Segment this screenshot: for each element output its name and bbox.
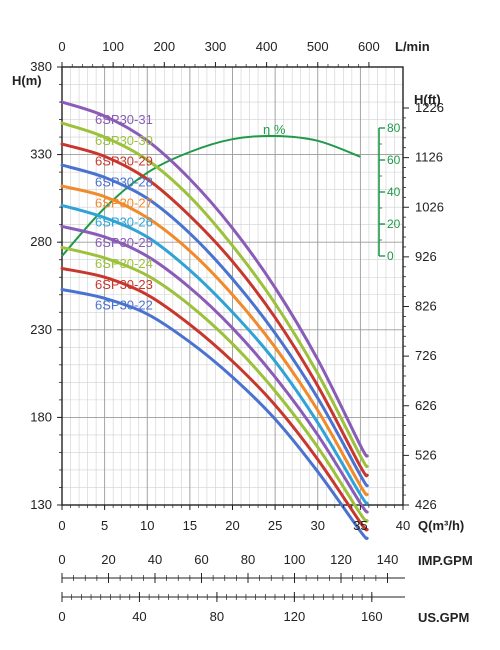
series-label: 6SP30-23 [95,277,153,292]
right-tick-label: 426 [415,497,437,512]
top-tick-label: 100 [102,39,124,54]
x-tick-label: 10 [140,518,154,533]
efficiency-axis: 0 20 40 60 80 [378,121,401,263]
axis-tick-label: 40 [132,609,146,624]
efficiency-tick-label: 20 [387,217,401,231]
axis-tick-label: 0 [58,552,65,567]
series-label: 6SP30-25 [95,235,153,250]
x-tick-label: 25 [268,518,282,533]
head-curve [60,288,369,541]
right-tick-label: 1226 [415,100,444,115]
y-tick-label: 130 [30,497,52,512]
head-curve [60,142,369,478]
series-label: 6SP30-29 [95,154,153,169]
axis-tick-label: 120 [284,609,306,624]
right-tick-label: 726 [415,348,437,363]
y-axis-label: H(m) [12,73,42,88]
right-axis-ticks: 426 526 626 726 826 926 1026 1126 1226 [403,100,444,512]
top-axis-label: L/min [395,39,430,54]
right-tick-label: 1026 [415,199,444,214]
x-tick-label: 30 [311,518,325,533]
efficiency-label: η % [263,122,286,137]
head-curve [60,224,369,514]
top-tick-label: 300 [205,39,227,54]
top-tick-label: 0 [58,39,65,54]
head-curve [60,203,369,505]
imp-gpm-label: IMP.GPM [418,553,473,568]
top-tick-label: 400 [256,39,278,54]
series-labels: 6SP30-31 6SP30-30 6SP30-29 6SP30-28 6SP30-27… [95,112,153,313]
top-axis-ticks: 0 100 200 300 400 500 600 [58,39,380,67]
x-tick-label: 40 [396,518,410,533]
axis-tick-label: 100 [284,552,306,567]
x-tick-label: 15 [183,518,197,533]
right-tick-label: 1126 [415,150,443,165]
y-tick-label: 330 [30,147,52,162]
head-curve [60,184,369,497]
x-axis-ticks: 0 5 10 15 20 25 30 35 40 [58,505,410,533]
head-curve [60,121,369,468]
series-label: 6SP30-24 [95,256,153,271]
x-tick-label: 5 [101,518,108,533]
us-gpm-label: US.GPM [418,610,469,625]
series-label: 6SP30-30 [95,133,153,148]
series-label: 6SP30-27 [95,195,153,210]
axis-tick-label: 140 [377,552,399,567]
axis-tick-label: 120 [330,552,352,567]
imp-gpm-axis: 0 20 40 60 80 100 120 140 [58,552,405,583]
right-tick-label: 826 [415,299,437,314]
efficiency-tick-label: 40 [387,185,401,199]
us-gpm-axis: 0 40 80 120 160 [58,592,405,624]
head-curve [60,245,369,523]
x-tick-label: 20 [225,518,239,533]
series-label: 6SP30-28 [95,175,153,190]
right-tick-label: 626 [415,398,437,413]
x-tick-label: 0 [58,518,65,533]
right-tick-label: 526 [415,447,437,462]
head-curve [60,100,369,458]
axis-tick-label: 80 [210,609,224,624]
y-tick-label: 280 [30,234,52,249]
head-curve [60,163,369,488]
series-label: 6SP30-22 [95,298,153,313]
axis-tick-label: 40 [148,552,162,567]
series-label: 6SP30-31 [95,112,153,127]
x-axis-label: Q(m³/h) [418,518,464,533]
series-label: 6SP30-26 [95,214,153,229]
right-tick-label: 926 [415,249,437,264]
top-tick-label: 600 [358,39,380,54]
head-curve [60,266,369,532]
axis-tick-label: 0 [58,609,65,624]
x-tick-label: 35 [353,518,367,533]
top-tick-label: 200 [153,39,175,54]
efficiency-tick-label: 0 [387,249,394,263]
y-tick-label: 230 [30,322,52,337]
axis-tick-label: 160 [361,609,383,624]
efficiency-tick-label: 80 [387,121,401,135]
efficiency-tick-label: 60 [387,153,401,167]
y-axis-ticks: 130 180 230 280 330 380 [30,59,62,512]
head-curves [60,100,369,541]
right-axis-label: H(ft) [414,92,441,107]
axis-tick-label: 60 [194,552,208,567]
top-tick-label: 500 [307,39,329,54]
y-tick-label: 380 [30,59,52,74]
efficiency-curve [61,134,361,257]
axis-tick-label: 20 [101,552,115,567]
axis-tick-label: 80 [241,552,255,567]
y-tick-label: 180 [30,409,52,424]
